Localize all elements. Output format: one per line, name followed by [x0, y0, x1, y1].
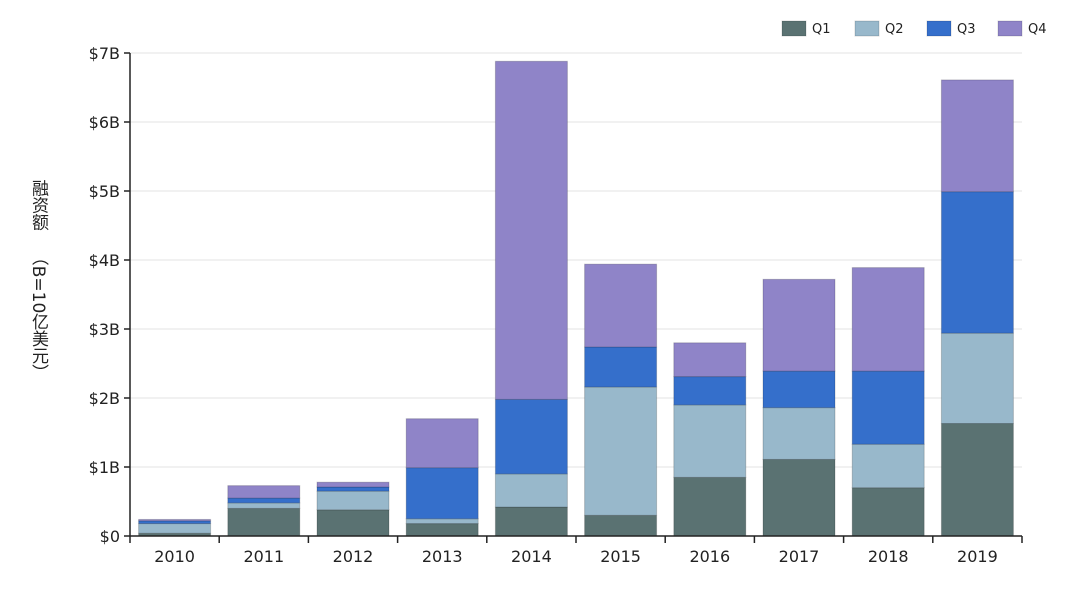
bar-2018-Q3 [851, 370, 925, 445]
x-tick-label: 2012 [333, 547, 374, 566]
x-tick-label: 2014 [511, 547, 552, 566]
bar-2019-Q2 [940, 332, 1014, 425]
legend-swatch-Q2 [854, 20, 880, 37]
x-tick-label: 2017 [779, 547, 820, 566]
bar-2018-Q1 [851, 487, 925, 537]
bar-2017-Q4 [762, 278, 836, 372]
axes: $0 $1B $2B $3B $4B $5B $6B $7B 2010 2011 2012 2013 2… [89, 44, 1023, 566]
bar-2019-Q4 [940, 79, 1014, 193]
bars [138, 60, 1014, 537]
bar-2011-Q3 [227, 497, 301, 504]
y-tick-label: $4B [89, 251, 120, 270]
bar-2011-Q2 [227, 502, 301, 509]
y-tick-label: $0 [100, 527, 120, 546]
bar-2012-Q3 [316, 486, 390, 492]
x-tick-label: 2015 [600, 547, 641, 566]
bar-2016-Q1 [673, 476, 747, 537]
y-axis-unit-label: （B=10亿美元） [28, 249, 49, 382]
x-tick-label: 2010 [154, 547, 195, 566]
x-tick-label: 2018 [868, 547, 909, 566]
bar-2012-Q1 [316, 509, 390, 537]
y-tick-label: $1B [89, 458, 120, 477]
bar-2018-Q2 [851, 443, 925, 489]
bar-2017-Q1 [762, 458, 836, 537]
x-tick-label: 2016 [689, 547, 730, 566]
x-tick-label: 2011 [243, 547, 284, 566]
bar-2014-Q2 [494, 473, 568, 508]
legend-label-Q1: Q1 [812, 22, 831, 37]
bar-2016-Q4 [673, 342, 747, 378]
bar-2015-Q4 [584, 263, 658, 348]
bar-2014-Q4 [494, 60, 568, 400]
bar-2018-Q4 [851, 267, 925, 372]
bar-2013-Q4 [405, 418, 479, 469]
bar-2011-Q4 [227, 485, 301, 499]
bar-2019-Q3 [940, 191, 1014, 334]
bar-2017-Q2 [762, 407, 836, 460]
bar-2013-Q1 [405, 523, 479, 537]
bar-2011-Q1 [227, 507, 301, 537]
y-tick-label: $6B [89, 113, 120, 132]
bar-2017-Q3 [762, 370, 836, 409]
legend-label-Q4: Q4 [1028, 22, 1047, 37]
bar-2014-Q1 [494, 506, 568, 537]
bar-2015-Q1 [584, 514, 658, 537]
bar-2015-Q3 [584, 346, 658, 388]
bar-2013-Q2 [405, 518, 479, 525]
bar-2016-Q2 [673, 404, 747, 478]
x-tick-label: 2013 [422, 547, 463, 566]
legend-swatch-Q3 [926, 20, 952, 37]
bar-2010-Q2 [138, 523, 212, 534]
bar-2012-Q2 [316, 490, 390, 511]
legend-swatch-Q4 [997, 20, 1023, 37]
gridlines [130, 52, 1022, 468]
x-tick-label: 2019 [957, 547, 998, 566]
y-tick-label: $7B [89, 44, 120, 63]
y-tick-label: $2B [89, 389, 120, 408]
bar-2019-Q1 [940, 423, 1014, 537]
legend-label-Q2: Q2 [885, 22, 904, 37]
bar-2016-Q3 [673, 376, 747, 406]
bar-2015-Q2 [584, 386, 658, 516]
legend-label-Q3: Q3 [957, 22, 976, 37]
bar-2014-Q3 [494, 398, 568, 475]
bar-2010-Q4 [138, 518, 212, 522]
legend-swatch-Q1 [781, 20, 807, 37]
y-tick-label: $3B [89, 320, 120, 339]
bar-2013-Q3 [405, 467, 479, 520]
legend: Q1 Q2 Q3 Q4 [781, 20, 1047, 37]
bar-2012-Q4 [316, 481, 390, 488]
y-tick-label: $5B [89, 182, 120, 201]
y-axis-label: 融资额 [28, 179, 49, 230]
